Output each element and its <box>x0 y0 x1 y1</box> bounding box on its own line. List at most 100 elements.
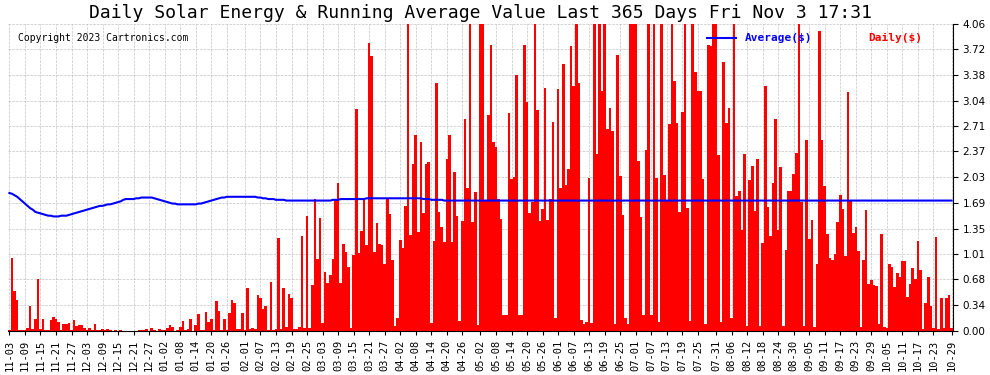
Bar <box>503 315 505 330</box>
Bar <box>181 321 184 330</box>
Bar <box>301 237 303 330</box>
Bar <box>466 188 469 330</box>
Bar <box>643 315 644 330</box>
Bar <box>453 172 456 330</box>
Bar <box>779 167 782 330</box>
Bar <box>857 251 859 330</box>
Bar <box>484 201 487 330</box>
Bar <box>215 302 218 330</box>
Bar <box>57 322 59 330</box>
Bar <box>365 245 368 330</box>
Bar <box>883 327 886 330</box>
Bar <box>710 46 712 330</box>
Bar <box>588 178 590 330</box>
Bar <box>945 298 947 330</box>
Bar <box>583 324 585 330</box>
Bar <box>697 91 699 330</box>
Bar <box>168 325 171 330</box>
Bar <box>846 93 849 330</box>
Bar <box>505 315 508 330</box>
Bar <box>585 322 588 330</box>
Bar <box>681 112 684 330</box>
Bar <box>407 24 409 330</box>
Bar <box>335 200 337 330</box>
Bar <box>441 227 443 330</box>
Bar <box>26 328 29 330</box>
Bar <box>474 192 476 330</box>
Bar <box>930 306 933 330</box>
Bar <box>208 322 210 330</box>
Bar <box>537 110 539 330</box>
Bar <box>837 222 839 330</box>
Bar <box>761 243 764 330</box>
Bar <box>62 324 65 330</box>
Bar <box>554 318 556 330</box>
Bar <box>720 322 723 330</box>
Bar <box>925 303 927 330</box>
Bar <box>886 328 888 330</box>
Bar <box>899 277 901 330</box>
Bar <box>420 142 423 330</box>
Bar <box>601 91 604 330</box>
Bar <box>368 42 370 330</box>
Bar <box>251 328 254 330</box>
Bar <box>508 112 510 330</box>
Bar <box>559 188 562 330</box>
Bar <box>80 325 83 330</box>
Bar <box>635 24 638 330</box>
Bar <box>171 327 174 330</box>
Bar <box>231 300 234 330</box>
Bar <box>782 326 785 330</box>
Bar <box>694 72 697 330</box>
Bar <box>644 150 647 330</box>
Bar <box>370 56 373 330</box>
Text: Average($): Average($) <box>745 33 813 43</box>
Bar <box>872 285 875 330</box>
Bar <box>349 328 352 330</box>
Bar <box>11 258 13 330</box>
Bar <box>513 177 516 330</box>
Bar <box>88 328 91 330</box>
Bar <box>731 318 733 330</box>
Bar <box>228 314 231 330</box>
Bar <box>733 24 736 330</box>
Bar <box>790 191 792 330</box>
Bar <box>16 300 19 330</box>
Bar <box>777 230 779 330</box>
Bar <box>774 119 777 330</box>
Bar <box>391 260 394 330</box>
Bar <box>650 315 652 330</box>
Bar <box>562 64 564 330</box>
Bar <box>417 232 420 330</box>
Bar <box>673 81 676 330</box>
Bar <box>256 296 259 330</box>
Bar <box>248 329 251 330</box>
Bar <box>852 233 854 330</box>
Bar <box>950 328 952 330</box>
Bar <box>792 174 795 330</box>
Bar <box>617 55 619 330</box>
Bar <box>800 202 803 330</box>
Bar <box>826 234 829 330</box>
Bar <box>526 102 529 330</box>
Bar <box>402 248 404 330</box>
Bar <box>795 153 798 330</box>
Bar <box>327 283 329 330</box>
Bar <box>446 159 448 330</box>
Bar <box>875 286 878 330</box>
Bar <box>264 306 267 330</box>
Bar <box>461 221 463 330</box>
Bar <box>725 123 728 330</box>
Bar <box>187 329 189 330</box>
Bar <box>640 217 643 330</box>
Bar <box>210 319 213 330</box>
Bar <box>684 24 686 330</box>
Bar <box>577 83 580 330</box>
Bar <box>179 327 181 330</box>
Bar <box>412 164 415 330</box>
Bar <box>922 329 925 330</box>
Bar <box>254 329 256 330</box>
Bar <box>622 214 624 330</box>
Bar <box>539 221 542 330</box>
Bar <box>927 277 930 330</box>
